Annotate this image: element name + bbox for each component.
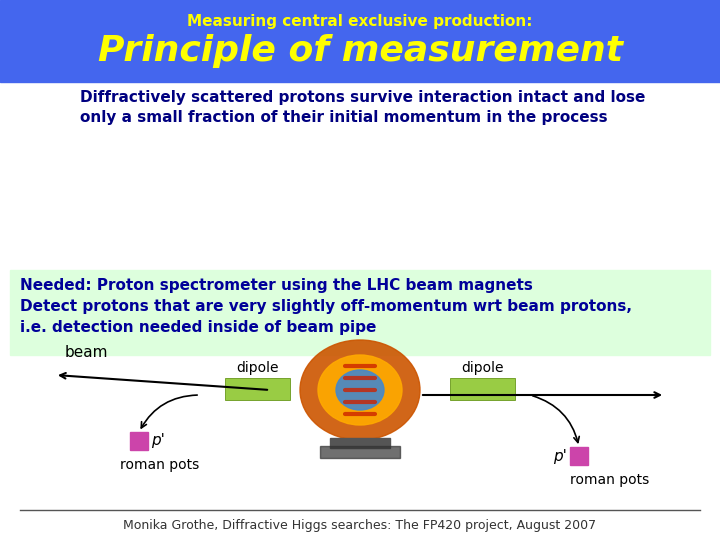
Bar: [570, 447, 588, 465]
Text: Monika Grothe, Diffractive Higgs searches: The FP420 project, August 2007: Monika Grothe, Diffractive Higgs searche…: [123, 518, 597, 531]
Bar: [130, 432, 148, 450]
Ellipse shape: [318, 355, 402, 425]
Text: roman pots: roman pots: [120, 458, 199, 472]
Text: Needed: Proton spectrometer using the LHC beam magnets
Detect protons that are v: Needed: Proton spectrometer using the LH…: [20, 278, 632, 335]
Bar: [10, 270, 710, 355]
Text: p': p': [553, 449, 567, 463]
Bar: [450, 378, 515, 400]
Text: Measuring central exclusive production:: Measuring central exclusive production:: [187, 14, 533, 29]
Ellipse shape: [336, 370, 384, 410]
Bar: [225, 378, 290, 400]
Ellipse shape: [300, 340, 420, 440]
Bar: [320, 446, 400, 458]
Text: beam: beam: [65, 345, 109, 360]
Text: roman pots: roman pots: [570, 473, 649, 487]
Text: Principle of measurement: Principle of measurement: [97, 34, 623, 68]
Bar: [330, 438, 390, 448]
Text: dipole: dipole: [462, 361, 504, 375]
Text: Diffractively scattered protons survive interaction intact and lose
only a small: Diffractively scattered protons survive …: [80, 90, 645, 125]
Text: dipole: dipole: [236, 361, 279, 375]
Text: p': p': [151, 434, 165, 449]
Bar: [0, 0, 720, 82]
